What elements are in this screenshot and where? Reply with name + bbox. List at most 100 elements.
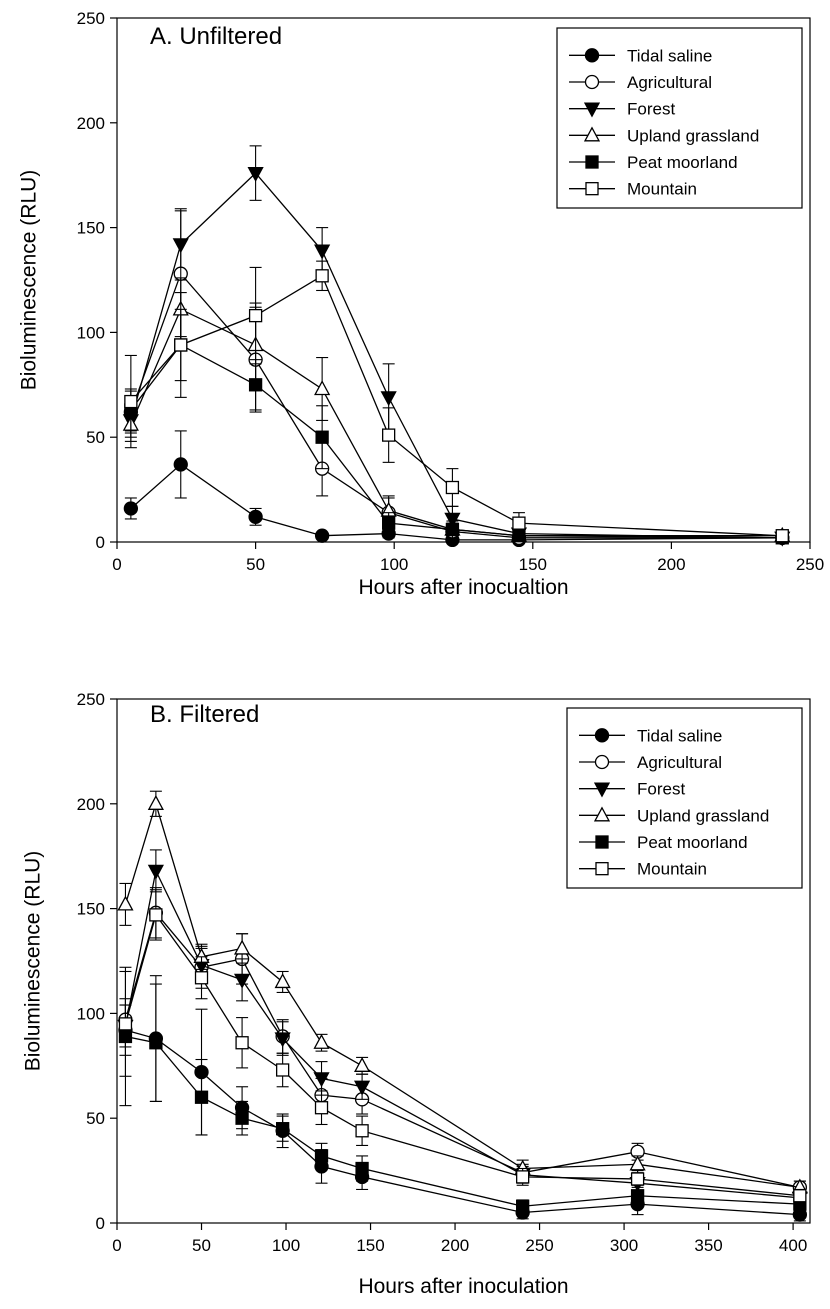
legend-label: Agricultural (627, 73, 712, 92)
x-tick-label: 150 (356, 1236, 384, 1255)
x-tick-label: 350 (694, 1236, 722, 1255)
data-point (313, 1072, 330, 1088)
series-upland-grassland (122, 277, 791, 542)
series-tidal-saline (118, 975, 808, 1222)
data-point (444, 512, 461, 528)
x-tick-label: 100 (380, 555, 408, 574)
data-point (775, 529, 789, 543)
series-line (130, 274, 783, 537)
data-point (147, 794, 164, 810)
x-tick-label: 150 (519, 555, 547, 574)
series-line (124, 911, 800, 1189)
chart-title: A. Unfiltered (150, 23, 282, 50)
data-point (275, 1122, 290, 1136)
legend-marker (594, 754, 610, 770)
data-point (355, 1161, 369, 1176)
x-tick-label: 300 (610, 1236, 638, 1255)
legend-label: Peat moorland (637, 833, 748, 852)
y-tick-label: 150 (77, 900, 105, 919)
y-tick-label: 50 (86, 428, 105, 447)
series-agricultural (118, 887, 808, 1195)
y-tick-label: 50 (86, 1109, 105, 1128)
legend-marker (584, 48, 600, 63)
data-point (247, 166, 264, 182)
data-point (353, 1080, 371, 1096)
x-tick-label: 50 (246, 555, 265, 574)
data-point (194, 971, 209, 985)
series-mountain (124, 260, 789, 543)
plot-frame (116, 17, 811, 543)
x-tick-label: 200 (657, 555, 685, 574)
x-axis-title: Hours after inocualtion (358, 576, 568, 599)
data-point (314, 380, 331, 396)
x-tick-label: 250 (525, 1236, 553, 1255)
x-tick-label: 200 (441, 1236, 469, 1255)
data-point (248, 308, 263, 323)
data-point (629, 1155, 646, 1171)
data-point (353, 1056, 371, 1072)
data-point (314, 1101, 329, 1115)
data-point (174, 338, 188, 352)
chart-panel-1: 0 50 100 150 200 250 0 50 100 150 200 250 Hours afte… (18, 9, 825, 599)
legend-marker (584, 74, 600, 90)
legend-label: Mountain (637, 860, 707, 879)
legend-marker (583, 126, 601, 142)
plot-frame (116, 698, 811, 1224)
series-line (125, 1029, 800, 1216)
series-mountain (118, 889, 807, 1203)
legend-marker (593, 806, 611, 822)
legend-marker (583, 102, 601, 118)
data-point (315, 269, 329, 283)
legend-label: Upland grassland (637, 806, 769, 825)
x-tick-label: 400 (779, 1236, 807, 1255)
legend-marker (595, 835, 609, 849)
legend-label: Tidal saline (627, 46, 712, 65)
data-point (380, 391, 397, 407)
y-tick-label: 0 (96, 533, 105, 552)
data-point (793, 1189, 807, 1203)
data-point (315, 430, 329, 444)
x-tick-label: 0 (112, 1236, 121, 1255)
y-tick-label: 100 (77, 1004, 105, 1023)
data-point (516, 1170, 530, 1184)
data-point (172, 238, 189, 254)
y-tick-label: 100 (77, 323, 105, 342)
data-point (147, 864, 164, 880)
y-axis-title: Bioluminescence (RLU) (18, 170, 41, 391)
data-point (313, 1033, 330, 1049)
y-tick-label: 200 (77, 795, 105, 814)
series-line (124, 913, 800, 1197)
data-point (233, 939, 251, 955)
x-tick-label: 50 (192, 1236, 211, 1255)
legend-label: Mountain (627, 180, 697, 199)
series-peat-moorland (124, 308, 789, 545)
data-point (516, 1199, 530, 1213)
data-point (382, 516, 396, 530)
series-line (130, 308, 783, 537)
series-line (130, 463, 783, 541)
data-point (275, 1063, 290, 1077)
data-point (512, 516, 526, 530)
y-tick-label: 0 (96, 1214, 105, 1233)
series-line (130, 272, 783, 539)
data-point (118, 1017, 133, 1031)
series-line (124, 868, 800, 1199)
data-point (314, 244, 331, 260)
legend: Tidal saline Agricultural Forest Upland gra… (566, 707, 803, 889)
data-point (117, 895, 134, 911)
data-point (248, 509, 263, 524)
data-point (123, 501, 139, 516)
x-tick-label: 100 (272, 1236, 300, 1255)
y-axis-title: Bioluminescence (RLU) (22, 851, 45, 1072)
data-point (314, 1149, 329, 1163)
series-line (125, 1035, 800, 1207)
legend-label: Forest (627, 100, 675, 119)
x-axis-title: Hours after inoculation (358, 1275, 568, 1298)
data-point (235, 1111, 249, 1125)
data-point (194, 1090, 209, 1104)
data-point (382, 428, 396, 442)
series-peat-moorland (118, 966, 807, 1214)
data-point (124, 394, 138, 409)
data-point (274, 1032, 291, 1048)
